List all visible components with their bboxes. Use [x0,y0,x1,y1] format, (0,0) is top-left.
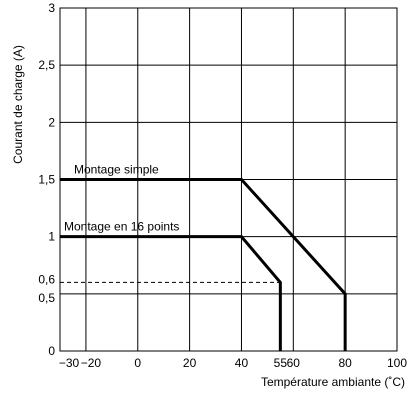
y-tick-label: 0,5 [38,291,55,305]
series-line-1 [60,178,347,351]
x-tick-label: 60 [287,356,301,370]
y-tick-labels: 0 0,5 0,6 1 1,5 2 2,5 3 [38,1,55,358]
series-label-montage-simple: Montage simple [74,163,159,177]
y-tick-label: 2 [48,115,55,129]
x-tick-labels: −30 −20 0 20 40 55 60 80 100 [59,356,408,370]
x-tick-label: 0 [134,356,141,370]
x-tick-label: −20 [81,356,102,370]
plot-frame [59,7,398,352]
y-tick-label: 1,5 [38,173,55,187]
y-tick-label: 3 [48,1,55,15]
x-axis-title: Température ambiante (˚C) [261,375,405,389]
series-line-2 [60,235,282,351]
x-tick-label: 80 [338,356,352,370]
series-label-montage-16-points: Montage en 16 points [64,220,179,234]
x-tick-label: −30 [59,356,80,370]
y-tick-label: 2,5 [38,58,55,72]
y-tick-label: 1 [48,230,55,244]
x-tick-label: 20 [183,356,197,370]
x-tick-label: 40 [235,356,249,370]
y-axis-title: Courant de charge (A) [11,45,25,164]
x-tick-label: 100 [387,356,407,370]
series-group [60,178,347,351]
y-tick-label: 0,6 [38,272,55,286]
x-tick-label: 55 [274,356,288,370]
series-labels: Montage simple Montage en 16 points [64,163,179,234]
y-tick-label: 0 [48,344,55,358]
